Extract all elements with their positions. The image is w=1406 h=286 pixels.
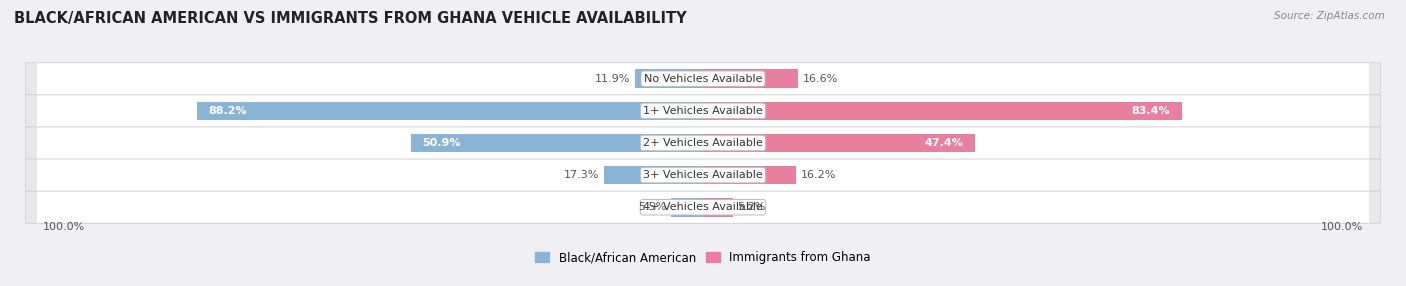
FancyBboxPatch shape bbox=[25, 127, 1381, 159]
FancyBboxPatch shape bbox=[37, 63, 1369, 94]
Bar bbox=[703, 198, 733, 217]
Text: 50.9%: 50.9% bbox=[422, 138, 461, 148]
Bar bbox=[703, 166, 796, 184]
FancyBboxPatch shape bbox=[37, 128, 1369, 158]
FancyBboxPatch shape bbox=[37, 160, 1369, 190]
FancyBboxPatch shape bbox=[25, 95, 1381, 127]
Bar bbox=[703, 134, 976, 152]
Bar bbox=[603, 166, 703, 184]
Text: BLACK/AFRICAN AMERICAN VS IMMIGRANTS FROM GHANA VEHICLE AVAILABILITY: BLACK/AFRICAN AMERICAN VS IMMIGRANTS FRO… bbox=[14, 11, 686, 26]
FancyBboxPatch shape bbox=[37, 96, 1369, 126]
Text: 1+ Vehicles Available: 1+ Vehicles Available bbox=[643, 106, 763, 116]
Bar bbox=[672, 198, 703, 217]
Text: No Vehicles Available: No Vehicles Available bbox=[644, 74, 762, 84]
Text: Source: ZipAtlas.com: Source: ZipAtlas.com bbox=[1274, 11, 1385, 21]
Text: 100.0%: 100.0% bbox=[42, 222, 84, 232]
Text: 16.2%: 16.2% bbox=[800, 170, 837, 180]
Text: 88.2%: 88.2% bbox=[208, 106, 246, 116]
Text: 47.4%: 47.4% bbox=[925, 138, 963, 148]
FancyBboxPatch shape bbox=[25, 159, 1381, 191]
Text: 5.2%: 5.2% bbox=[738, 202, 766, 212]
Legend: Black/African American, Immigrants from Ghana: Black/African American, Immigrants from … bbox=[530, 247, 876, 269]
Text: 4+ Vehicles Available: 4+ Vehicles Available bbox=[643, 202, 763, 212]
FancyBboxPatch shape bbox=[37, 192, 1369, 223]
Bar bbox=[703, 69, 799, 88]
Text: 16.6%: 16.6% bbox=[803, 74, 838, 84]
Bar bbox=[634, 69, 703, 88]
Bar bbox=[411, 134, 703, 152]
Bar bbox=[197, 102, 703, 120]
FancyBboxPatch shape bbox=[25, 63, 1381, 95]
Text: 100.0%: 100.0% bbox=[1322, 222, 1364, 232]
Text: 83.4%: 83.4% bbox=[1132, 106, 1170, 116]
Text: 2+ Vehicles Available: 2+ Vehicles Available bbox=[643, 138, 763, 148]
Text: 11.9%: 11.9% bbox=[595, 74, 630, 84]
Text: 5.5%: 5.5% bbox=[638, 202, 666, 212]
Text: 3+ Vehicles Available: 3+ Vehicles Available bbox=[643, 170, 763, 180]
Bar bbox=[703, 102, 1182, 120]
Text: 17.3%: 17.3% bbox=[564, 170, 599, 180]
FancyBboxPatch shape bbox=[25, 191, 1381, 223]
